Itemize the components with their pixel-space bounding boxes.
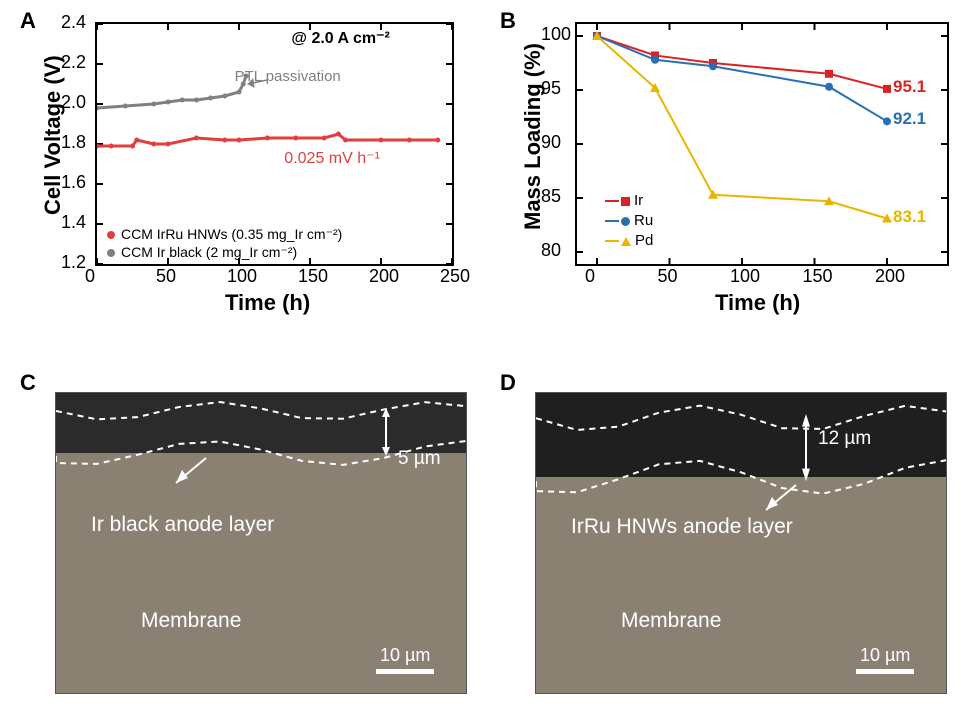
sem-membrane-label: Membrane: [141, 609, 241, 633]
chart-b-xtick: 0: [585, 266, 595, 287]
sem-scale-bar: [856, 669, 914, 674]
panel-b-label: B: [500, 8, 516, 34]
panel-c-label: C: [20, 370, 36, 396]
chart-a-ytick: 2.4: [61, 12, 86, 33]
chart-a-xtick: 200: [369, 266, 399, 287]
chart-a-xtick: 100: [227, 266, 257, 287]
sem-main-label: IrRu HNWs anode layer: [571, 515, 793, 539]
chart-b-xtick: 150: [803, 266, 833, 287]
panel-c-image: 5 µm Ir black anode layer Membrane 10 µm: [55, 392, 467, 694]
sem-membrane-label: Membrane: [621, 609, 721, 633]
chart-a-xtick: 50: [156, 266, 176, 287]
chart-a-xlabel: Time (h): [225, 290, 310, 316]
chart-b-ytick: 85: [541, 186, 561, 207]
chart-a-ytick: 1.6: [61, 172, 86, 193]
sem-scale-bar: [376, 669, 434, 674]
chart-a-xtick: 0: [85, 266, 95, 287]
chart-a-ytick: 2.0: [61, 92, 86, 113]
chart-b-end-label: 95.1: [893, 77, 926, 97]
chart-b-legend-item: Ru: [605, 212, 653, 229]
chart-a-ytick: 1.8: [61, 132, 86, 153]
sem-thickness-label: 12 µm: [818, 428, 871, 450]
sem-thickness-label: 5 µm: [398, 448, 441, 470]
panel-d-label: D: [500, 370, 516, 396]
chart-a-annotation: PTL passivation: [235, 68, 341, 85]
panel-a-label: A: [20, 8, 36, 34]
sem-main-label: Ir black anode layer: [91, 513, 274, 537]
chart-b-end-label: 83.1: [893, 207, 926, 227]
chart-b-legend-item: Ir: [605, 192, 643, 209]
panel-b-chart: [575, 22, 949, 266]
chart-b-xlabel: Time (h): [715, 290, 800, 316]
chart-a-annotation: @ 2.0 A cm⁻²: [291, 28, 389, 48]
chart-a-xtick: 150: [298, 266, 328, 287]
chart-b-end-label: 92.1: [893, 109, 926, 129]
chart-a-ytick: 1.2: [61, 252, 86, 273]
chart-b-legend-item: Pd: [605, 232, 653, 249]
chart-b-ytick: 80: [541, 240, 561, 261]
panel-d-image: 12 µm IrRu HNWs anode layer Membrane 10 µm: [535, 392, 947, 694]
chart-b-ytick: 95: [541, 78, 561, 99]
chart-b-xtick: 50: [658, 266, 678, 287]
chart-a-ytick: 2.2: [61, 52, 86, 73]
chart-b-xtick: 100: [730, 266, 760, 287]
chart-a-annotation: 0.025 mV h⁻¹: [284, 148, 380, 168]
chart-a-legend-item: CCM Ir black (2 mg_Ir cm⁻²): [107, 244, 297, 261]
chart-a-xtick: 250: [440, 266, 470, 287]
chart-b-ytick: 90: [541, 132, 561, 153]
chart-a-legend-item: CCM IrRu HNWs (0.35 mg_Ir cm⁻²): [107, 226, 342, 243]
chart-b-xtick: 200: [875, 266, 905, 287]
chart-b-ytick: 100: [541, 24, 571, 45]
sem-scale-label: 10 µm: [860, 645, 910, 666]
chart-a-ytick: 1.4: [61, 212, 86, 233]
sem-scale-label: 10 µm: [380, 645, 430, 666]
